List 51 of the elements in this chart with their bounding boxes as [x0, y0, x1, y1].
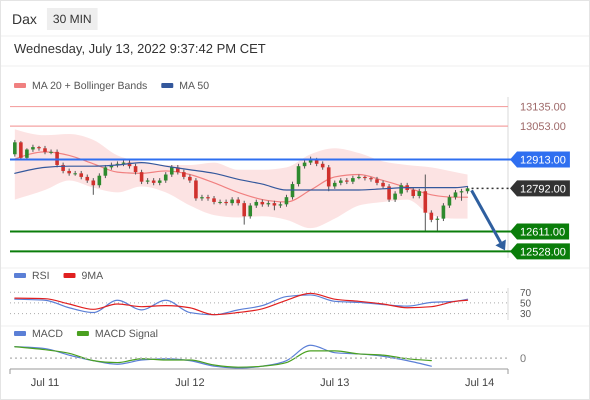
legend-label: RSI: [32, 270, 50, 282]
candlestick: [194, 178, 198, 202]
candlestick: [98, 172, 102, 188]
candlestick: [92, 178, 96, 196]
candlestick: [284, 194, 288, 208]
candlestick: [417, 188, 422, 199]
x-tick-label: Jul 11: [30, 377, 60, 389]
candlestick: [182, 169, 186, 180]
candlestick: [448, 194, 452, 208]
candlestick: [296, 163, 300, 187]
candlestick: [242, 200, 246, 226]
candlestick: [248, 202, 252, 220]
candlestick: [134, 163, 138, 176]
ref-line-label: 12792.00: [520, 183, 566, 196]
candlestick: [164, 172, 168, 184]
chart-title: Dax: [12, 11, 37, 27]
legend-label: MA 50: [179, 80, 210, 92]
y-tick-label: 70: [520, 288, 532, 299]
legend-label: MACD: [32, 328, 64, 340]
candlestick: [393, 190, 397, 202]
y-tick-label: 50: [520, 298, 532, 310]
x-tick-label: Jul 12: [175, 377, 205, 389]
x-tick-label: Jul 14: [464, 377, 494, 389]
candlestick: [442, 202, 446, 222]
candlestick: [13, 139, 17, 158]
ref-line-label: 12913.00: [520, 154, 566, 166]
candlestick: [290, 181, 294, 200]
candlestick: [19, 140, 23, 161]
legend-label: MA 20 + Bollinger Bands: [32, 80, 148, 92]
y-tick-label: 30: [520, 309, 532, 320]
x-tick-label: Jul 13: [320, 377, 350, 389]
legend-label: 9MA: [82, 270, 104, 282]
ref-line-label: 0: [520, 353, 526, 366]
candlestick: [170, 164, 174, 178]
candlestick: [411, 187, 416, 199]
candlestick: [104, 164, 108, 179]
legend-label: MACD Signal: [94, 328, 158, 340]
chart-subtitle: Wednesday, July 13, 2022 9:37:42 PM CET: [14, 41, 266, 56]
ref-line-label: 12611.00: [520, 226, 566, 239]
candlestick: [424, 174, 428, 232]
candlestick: [460, 188, 464, 202]
candlestick: [272, 200, 276, 211]
ref-line-label: 13053.00: [520, 121, 566, 134]
ref-line-label: 12528.00: [520, 246, 566, 258]
candlestick: [454, 190, 458, 200]
candlestick: [326, 164, 331, 192]
candlestick: [436, 216, 440, 232]
ref-line-label: 13135.00: [520, 102, 566, 114]
candlestick: [430, 210, 434, 223]
candlestick: [140, 169, 144, 185]
text: 30 MIN: [52, 12, 92, 26]
